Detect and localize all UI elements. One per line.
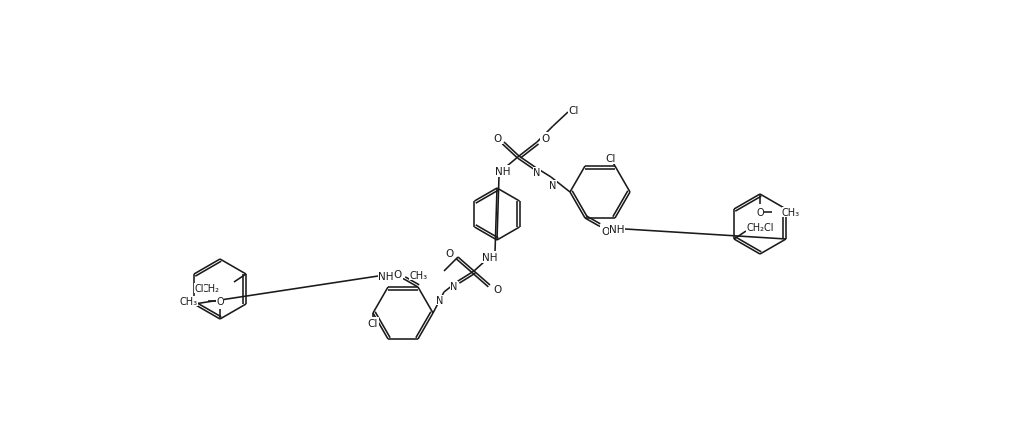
Text: N: N <box>533 168 540 178</box>
Text: O: O <box>494 134 502 144</box>
Text: CH₃: CH₃ <box>782 207 801 217</box>
Text: O: O <box>494 284 502 294</box>
Text: Cl: Cl <box>606 154 616 164</box>
Text: NH: NH <box>495 167 510 177</box>
Text: O: O <box>394 270 402 279</box>
Text: NH: NH <box>609 224 625 234</box>
Text: Cl: Cl <box>367 318 379 328</box>
Text: N: N <box>451 281 458 291</box>
Text: NH: NH <box>483 253 498 263</box>
Text: O: O <box>541 134 549 144</box>
Text: CH₂Cl: CH₂Cl <box>746 223 774 233</box>
Text: O: O <box>756 207 764 217</box>
Text: O: O <box>601 227 609 237</box>
Text: N: N <box>549 181 557 191</box>
Text: O: O <box>446 248 454 258</box>
Text: CH₂: CH₂ <box>202 283 220 293</box>
Text: Cl: Cl <box>194 283 204 293</box>
Text: O: O <box>216 296 224 306</box>
Text: N: N <box>436 295 443 305</box>
Text: CH₃: CH₃ <box>410 270 428 280</box>
Text: NH: NH <box>379 271 394 281</box>
Text: Cl: Cl <box>569 106 579 116</box>
Text: CH₃: CH₃ <box>180 296 198 306</box>
